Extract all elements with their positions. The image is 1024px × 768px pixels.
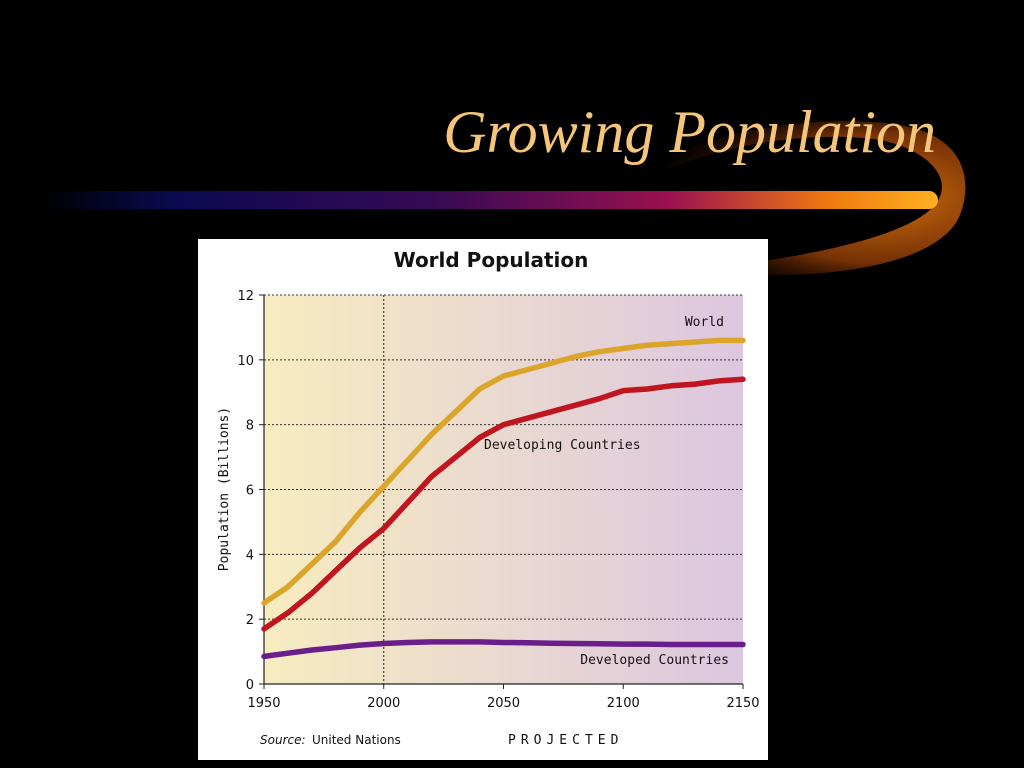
y-ticks: 0 2 4 6 8 10 12: [237, 289, 264, 693]
x-ticks: 1950 2000 2050 2100 2150: [247, 684, 760, 711]
chart-panel: World Population 0 2 4 6 8 10 12 1950 2000 2050 2…: [198, 239, 768, 760]
x-tick-label: 1950: [247, 696, 280, 711]
plot-area: [264, 295, 743, 684]
source-value: United Nations: [312, 733, 401, 747]
x-tick-label: 2000: [367, 696, 400, 711]
chart-title: World Population: [394, 248, 589, 272]
y-axis-label: Population (Billions): [217, 407, 232, 571]
x-tick-label: 2050: [487, 696, 520, 711]
series-lines: [261, 337, 746, 660]
y-tick-label: 8: [246, 419, 254, 434]
series-label-world: World: [685, 315, 724, 330]
x-tick-label: 2100: [607, 696, 640, 711]
series-line-developed-countries: [261, 639, 746, 660]
projected-label: PROJECTED: [508, 733, 623, 748]
y-tick-label: 12: [237, 289, 254, 304]
series-line-developing-countries: [261, 376, 746, 632]
y-tick-label: 0: [246, 678, 254, 693]
series-line-world: [261, 337, 746, 606]
y-tick-label: 4: [246, 548, 254, 563]
gradient-bar: [40, 191, 938, 209]
series-label-developing: Developing Countries: [484, 438, 641, 453]
slide-title: Growing Population: [443, 99, 936, 165]
y-tick-label: 2: [246, 613, 254, 628]
y-tick-label: 10: [237, 354, 254, 369]
source-label: Source:: [260, 733, 306, 747]
world-population-chart: World Population 0 2 4 6 8 10 12 1950 2000 2050 2…: [217, 248, 760, 748]
x-tick-label: 2150: [726, 696, 759, 711]
y-tick-label: 6: [246, 484, 254, 499]
series-label-developed: Developed Countries: [580, 653, 729, 668]
